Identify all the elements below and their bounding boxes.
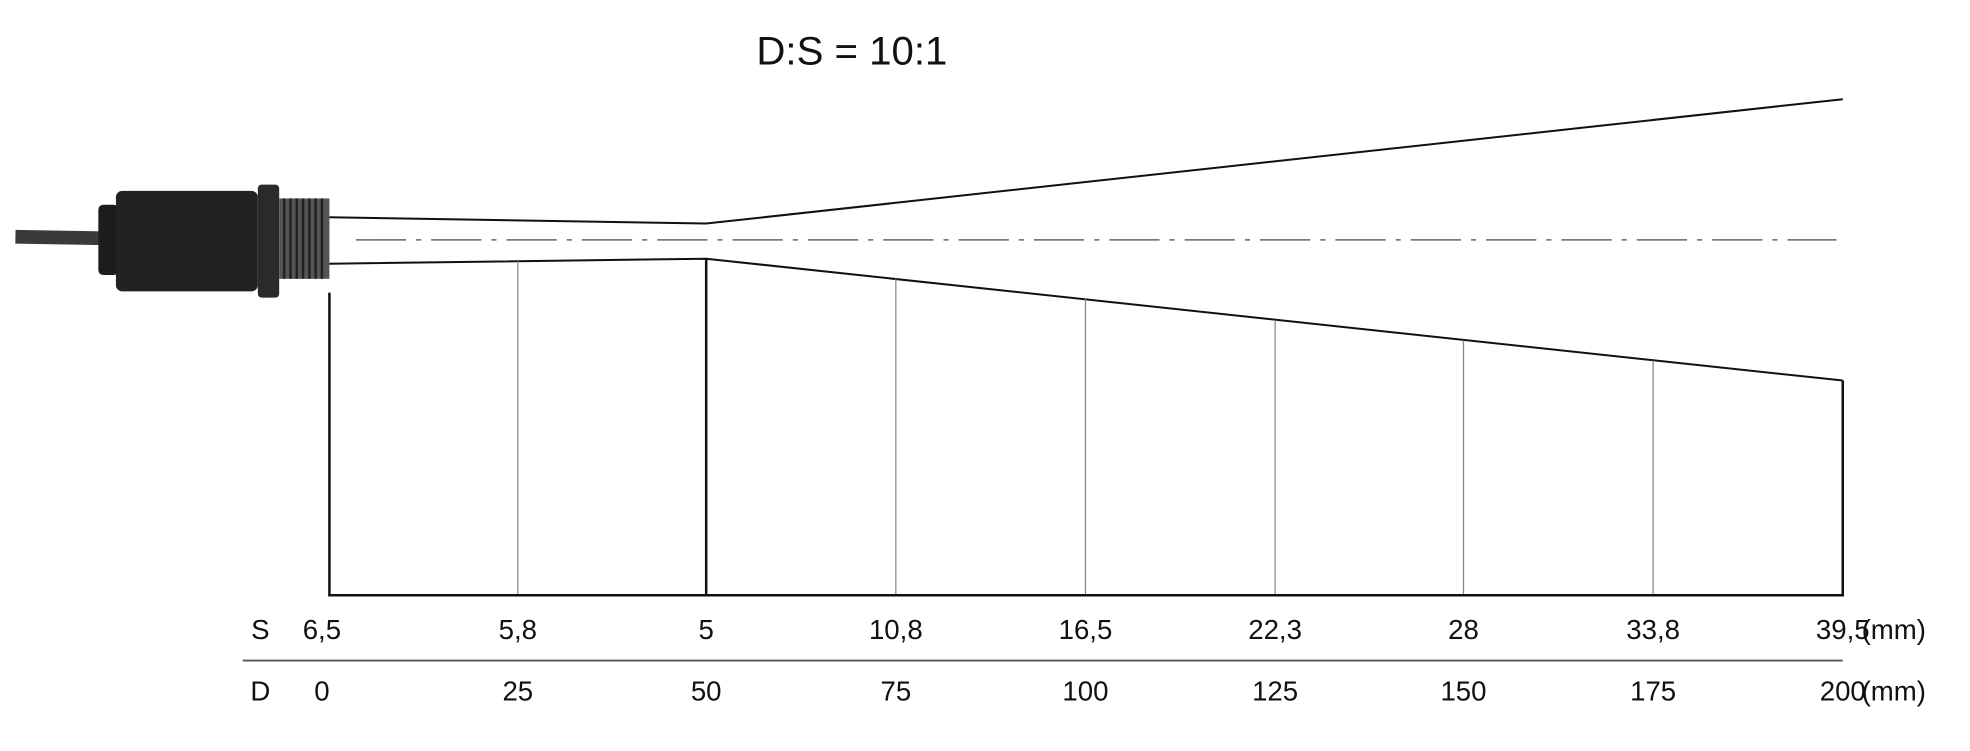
row-value: 22,3	[1248, 614, 1302, 645]
title: D:S = 10:1	[756, 29, 947, 74]
row-value: 39,5	[1816, 614, 1870, 645]
row-value: 0	[314, 676, 329, 707]
row-value: 6,5	[303, 614, 341, 645]
row-label: D	[250, 676, 270, 707]
row-value: 50	[691, 676, 722, 707]
row-value: 175	[1630, 676, 1676, 707]
sensor	[15, 184, 330, 298]
row-value: 5	[699, 614, 714, 645]
row-unit: (mm)	[1862, 676, 1926, 707]
row-value: 125	[1252, 676, 1298, 707]
row-value: 28	[1448, 614, 1479, 645]
row-unit: (mm)	[1862, 614, 1926, 645]
row-value: 75	[880, 676, 911, 707]
row-label: S	[251, 614, 269, 645]
row-value: 5,8	[499, 614, 537, 645]
distance-lines	[328, 258, 1845, 597]
row-value: 100	[1062, 676, 1108, 707]
row-value: 25	[502, 676, 533, 707]
row-value: 200	[1820, 676, 1866, 707]
cone-lower	[329, 257, 1843, 382]
cone-upper	[329, 98, 1843, 225]
row-value: 33,8	[1626, 614, 1680, 645]
row-value: 10,8	[869, 614, 923, 645]
row-value: 16,5	[1059, 614, 1113, 645]
row-value: 150	[1440, 676, 1486, 707]
